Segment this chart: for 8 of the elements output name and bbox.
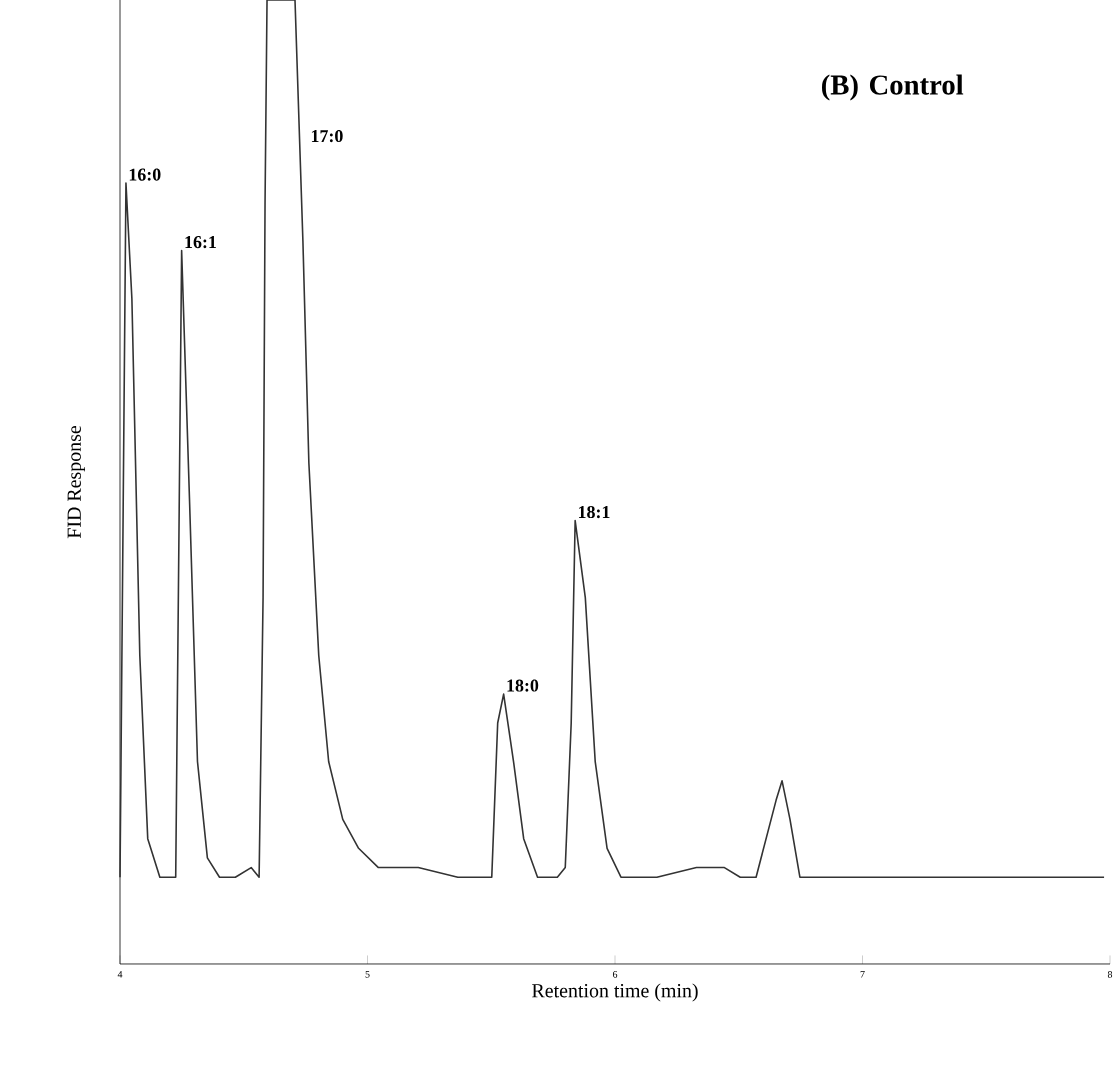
text: (B) Control (821, 74, 964, 101)
annotation: 18:1 (578, 505, 610, 519)
annotation: 17:0 (311, 129, 343, 143)
x-axis-title: Retention time (min) (532, 983, 698, 1002)
y-axis-title: FID Response (67, 425, 85, 539)
annotation: 18:0 (507, 679, 539, 692)
annotation: 16:0 (129, 168, 161, 181)
annotation: 16:1 (185, 236, 216, 249)
